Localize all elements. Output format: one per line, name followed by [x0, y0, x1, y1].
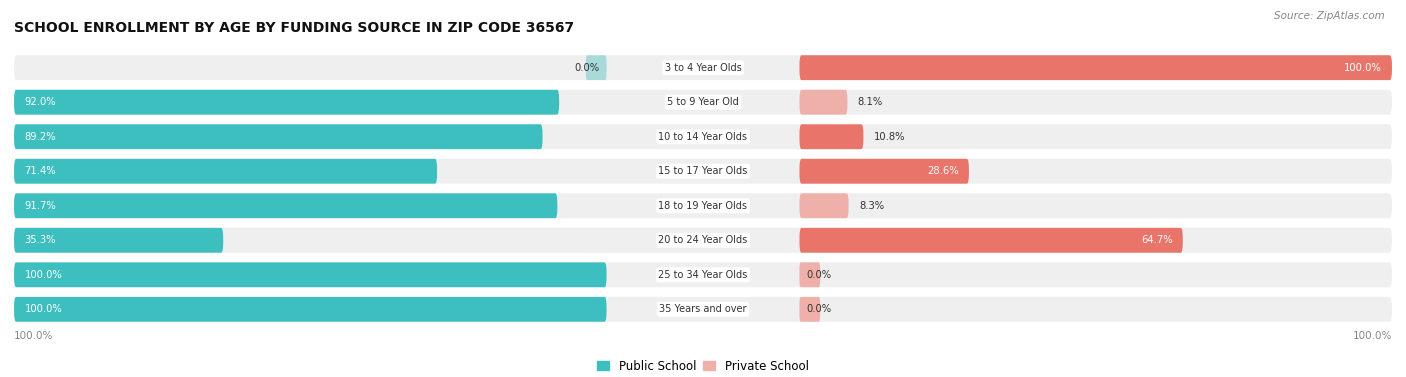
FancyBboxPatch shape [14, 55, 1392, 80]
Text: 25 to 34 Year Olds: 25 to 34 Year Olds [658, 270, 748, 280]
Text: 15 to 17 Year Olds: 15 to 17 Year Olds [658, 166, 748, 176]
Text: 0.0%: 0.0% [575, 63, 599, 73]
FancyBboxPatch shape [14, 193, 1392, 218]
Text: 10 to 14 Year Olds: 10 to 14 Year Olds [658, 132, 748, 142]
Text: 100.0%: 100.0% [24, 304, 62, 314]
FancyBboxPatch shape [14, 262, 1392, 287]
FancyBboxPatch shape [14, 228, 1392, 253]
FancyBboxPatch shape [800, 55, 1392, 80]
FancyBboxPatch shape [14, 90, 560, 115]
Text: 0.0%: 0.0% [807, 304, 831, 314]
Text: 18 to 19 Year Olds: 18 to 19 Year Olds [658, 201, 748, 211]
FancyBboxPatch shape [800, 297, 820, 322]
Text: 0.0%: 0.0% [807, 270, 831, 280]
FancyBboxPatch shape [14, 193, 557, 218]
Text: 91.7%: 91.7% [24, 201, 56, 211]
FancyBboxPatch shape [14, 159, 437, 184]
FancyBboxPatch shape [14, 124, 543, 149]
Text: 92.0%: 92.0% [24, 97, 56, 107]
Text: 71.4%: 71.4% [24, 166, 56, 176]
FancyBboxPatch shape [14, 159, 1392, 184]
Text: 89.2%: 89.2% [24, 132, 56, 142]
Text: 8.3%: 8.3% [859, 201, 884, 211]
Text: Source: ZipAtlas.com: Source: ZipAtlas.com [1274, 11, 1385, 21]
Text: 3 to 4 Year Olds: 3 to 4 Year Olds [665, 63, 741, 73]
FancyBboxPatch shape [800, 124, 863, 149]
FancyBboxPatch shape [14, 297, 1392, 322]
FancyBboxPatch shape [800, 159, 969, 184]
FancyBboxPatch shape [586, 55, 606, 80]
FancyBboxPatch shape [14, 297, 606, 322]
Text: SCHOOL ENROLLMENT BY AGE BY FUNDING SOURCE IN ZIP CODE 36567: SCHOOL ENROLLMENT BY AGE BY FUNDING SOUR… [14, 21, 574, 35]
FancyBboxPatch shape [800, 228, 1182, 253]
Legend: Public School, Private School: Public School, Private School [593, 355, 813, 377]
Text: 28.6%: 28.6% [927, 166, 959, 176]
FancyBboxPatch shape [14, 124, 1392, 149]
FancyBboxPatch shape [14, 228, 224, 253]
Text: 100.0%: 100.0% [1344, 63, 1382, 73]
Text: 8.1%: 8.1% [858, 97, 883, 107]
FancyBboxPatch shape [800, 193, 849, 218]
FancyBboxPatch shape [14, 262, 606, 287]
FancyBboxPatch shape [800, 90, 848, 115]
Text: 35 Years and over: 35 Years and over [659, 304, 747, 314]
Text: 100.0%: 100.0% [14, 331, 53, 341]
Text: 20 to 24 Year Olds: 20 to 24 Year Olds [658, 235, 748, 245]
Text: 5 to 9 Year Old: 5 to 9 Year Old [666, 97, 740, 107]
Text: 10.8%: 10.8% [873, 132, 905, 142]
Text: 100.0%: 100.0% [24, 270, 62, 280]
Text: 64.7%: 64.7% [1140, 235, 1173, 245]
Text: 35.3%: 35.3% [24, 235, 56, 245]
FancyBboxPatch shape [800, 262, 820, 287]
Text: 100.0%: 100.0% [1353, 331, 1392, 341]
FancyBboxPatch shape [14, 90, 1392, 115]
